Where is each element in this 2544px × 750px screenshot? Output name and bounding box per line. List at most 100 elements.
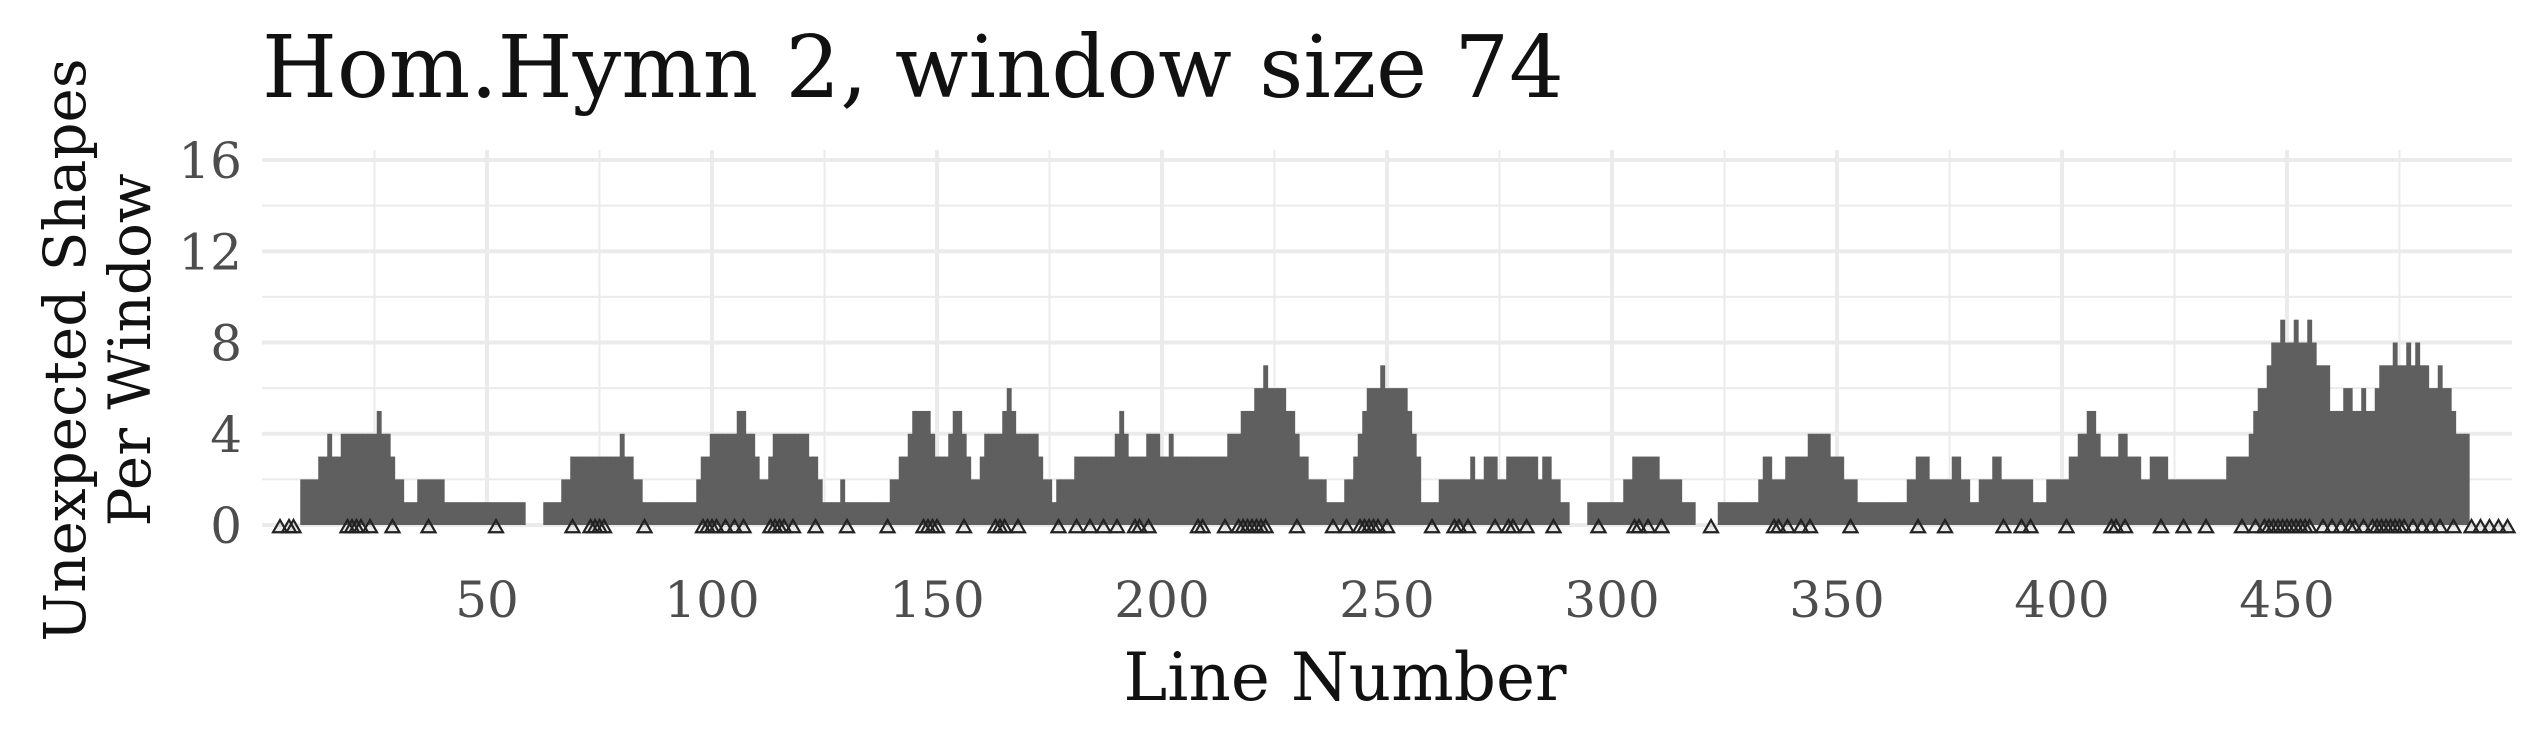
bar <box>1740 502 1746 525</box>
bar <box>993 433 999 525</box>
bar <box>1605 502 1611 525</box>
bar <box>2077 433 2083 525</box>
bar <box>2032 502 2038 525</box>
bar <box>2140 479 2146 525</box>
bar <box>543 502 549 525</box>
bar <box>2298 342 2304 525</box>
bar <box>1875 502 1881 525</box>
bar <box>1474 479 1480 525</box>
triangle-marker <box>2300 517 2319 534</box>
bar <box>1825 433 1831 525</box>
bar <box>2109 456 2115 525</box>
bar <box>1186 456 1192 525</box>
bar <box>795 433 801 525</box>
triangle-marker <box>1994 517 2013 534</box>
bar <box>961 433 967 525</box>
bar <box>552 502 558 525</box>
bar <box>1402 388 1408 525</box>
bar <box>2199 479 2205 525</box>
bar <box>363 433 369 525</box>
bar <box>1074 456 1080 525</box>
bar <box>2307 319 2313 525</box>
bar <box>1636 456 1642 525</box>
bar <box>1128 456 1134 525</box>
bar <box>1006 388 1012 525</box>
bar <box>1438 479 1444 525</box>
bar <box>862 502 868 525</box>
bar <box>930 433 936 525</box>
bar <box>2118 433 2124 525</box>
bar <box>2230 456 2236 525</box>
bar <box>2235 456 2241 525</box>
bar <box>934 456 940 525</box>
bar <box>2410 365 2416 525</box>
bar <box>705 456 711 525</box>
bar <box>1105 456 1111 525</box>
bar <box>1623 479 1629 525</box>
bar <box>1227 433 1233 525</box>
triangle-marker <box>635 517 654 534</box>
bar <box>1641 456 1647 525</box>
bar <box>507 502 513 525</box>
bar <box>484 502 490 525</box>
bar <box>2194 479 2200 525</box>
bar <box>394 479 400 525</box>
bar <box>1254 388 1260 525</box>
bar <box>1119 410 1125 525</box>
x-tick-label: 100 <box>664 571 759 629</box>
bar <box>1384 388 1390 525</box>
triangle-marker <box>1094 517 1113 534</box>
bar <box>565 479 571 525</box>
bar <box>1182 456 1188 525</box>
bar <box>2113 456 2119 525</box>
bar <box>601 456 607 525</box>
bar <box>2316 365 2322 525</box>
x-axis-ticks: 50 100 150 200 250 300 350 400 450 <box>455 571 2335 629</box>
bar <box>493 502 499 525</box>
bar <box>1524 456 1530 525</box>
x-tick-label: 250 <box>1339 571 1434 629</box>
bar <box>1132 456 1138 525</box>
bar <box>853 502 859 525</box>
bar <box>682 502 688 525</box>
bar <box>2145 479 2151 525</box>
bar <box>2464 433 2470 525</box>
bar <box>1794 456 1800 525</box>
bar <box>502 502 508 525</box>
bar <box>1663 479 1669 525</box>
bar <box>1785 456 1791 525</box>
triangle-marker <box>1081 517 1099 534</box>
bar <box>1375 388 1381 525</box>
y-tick-label: 0 <box>210 497 242 555</box>
bar <box>1596 502 1602 525</box>
bar <box>1366 388 1372 525</box>
bar <box>2325 365 2331 525</box>
bar <box>1209 456 1215 525</box>
bar <box>1303 456 1309 525</box>
bar <box>606 456 612 525</box>
bar <box>1195 456 1201 525</box>
bar <box>579 456 585 525</box>
bar <box>1002 410 1008 525</box>
bar <box>610 456 616 525</box>
bar <box>2064 479 2070 525</box>
bar <box>970 479 976 525</box>
bar <box>1978 479 1984 525</box>
triangle-marker <box>838 517 856 534</box>
triangle-marker <box>878 517 897 534</box>
bar <box>2424 365 2430 525</box>
bar <box>1614 502 1620 525</box>
bar <box>1668 479 1674 525</box>
bar <box>1920 456 1926 525</box>
bar <box>1906 479 1912 525</box>
bar <box>1398 388 1404 525</box>
bar <box>1857 502 1863 525</box>
x-tick-label: 150 <box>889 571 984 629</box>
bar <box>1164 456 1170 525</box>
bar <box>907 433 913 525</box>
bar <box>1285 410 1291 525</box>
bar <box>2010 479 2016 525</box>
bar <box>1308 479 1314 525</box>
triangle-marker <box>2444 517 2463 534</box>
bar <box>2352 410 2358 525</box>
